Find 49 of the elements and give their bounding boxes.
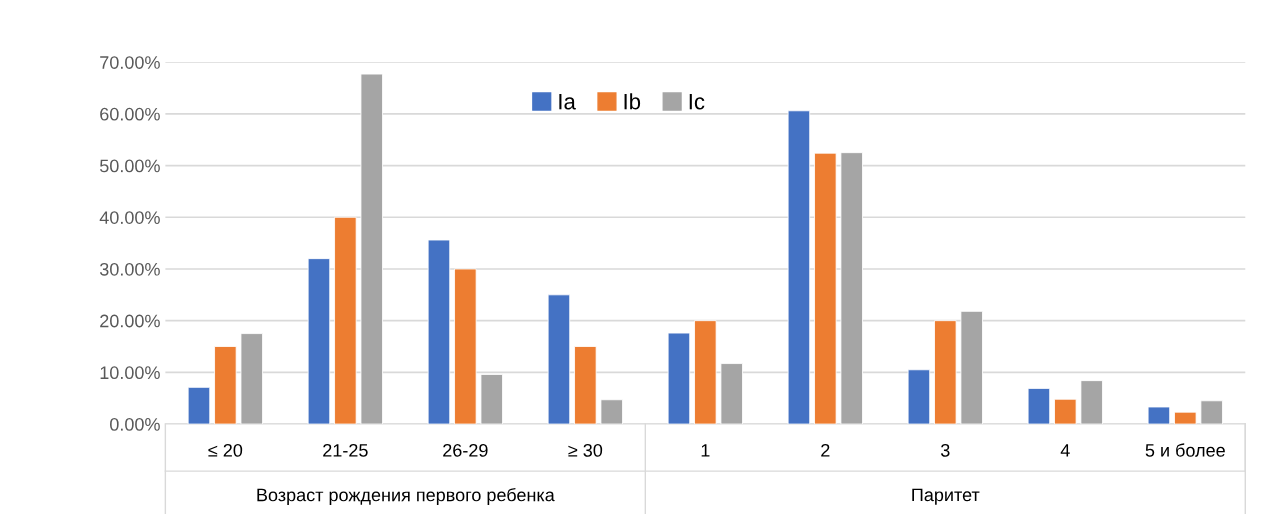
x-tick-label: ≤ 20 [208, 443, 243, 457]
y-tick-label: 70.00% [100, 56, 160, 69]
y-tick-label: 30.00% [99, 262, 160, 276]
bar [307, 258, 331, 425]
bar [787, 110, 811, 425]
bar [600, 399, 623, 425]
bar [814, 152, 837, 425]
bar [934, 320, 957, 425]
x-tick-label: 26-29 [443, 443, 488, 457]
bar [1147, 406, 1171, 425]
bar [960, 310, 983, 425]
bar [840, 152, 863, 425]
y-tick-label: 50.00% [99, 159, 160, 173]
text: Паритет [912, 488, 980, 505]
x-tick-label: 1 [701, 444, 710, 457]
bar [480, 374, 503, 425]
bar [1200, 400, 1223, 425]
bar [427, 239, 451, 425]
bar [1027, 387, 1051, 425]
bar [1080, 380, 1103, 425]
x-tick-label: 2 [821, 443, 830, 457]
y-tick-label: 40.00% [99, 211, 160, 224]
bar [574, 346, 597, 425]
legend-label: Ia [559, 93, 576, 110]
x-tick-label: 4 [1060, 444, 1070, 457]
bar [547, 294, 571, 425]
bar [240, 333, 263, 425]
x-tick-label: 21-25 [323, 443, 368, 457]
bar [1054, 398, 1077, 425]
bar [667, 332, 691, 425]
x-tick-label: 5 и более [1145, 443, 1225, 457]
x-tick-label: 3 [940, 443, 950, 457]
y-tick-label: 20.00% [100, 314, 160, 328]
legend-label: Ib [624, 93, 641, 110]
bar [694, 320, 717, 425]
legend-label: Ic [689, 93, 705, 110]
y-tick-label: 60.00% [100, 107, 160, 121]
y-tick-label: 10.00% [100, 366, 160, 380]
text: Возраст рождения первого ребенка [257, 487, 555, 505]
y-tick-label: 0.00% [110, 417, 160, 431]
bar [360, 73, 383, 425]
bar [1174, 411, 1197, 425]
bar [214, 346, 237, 425]
bar [454, 268, 477, 425]
x-tick-label: ≥ 30 [568, 443, 603, 457]
bar [720, 363, 743, 425]
bar [334, 216, 357, 425]
bar [187, 386, 211, 425]
bar [907, 369, 931, 425]
